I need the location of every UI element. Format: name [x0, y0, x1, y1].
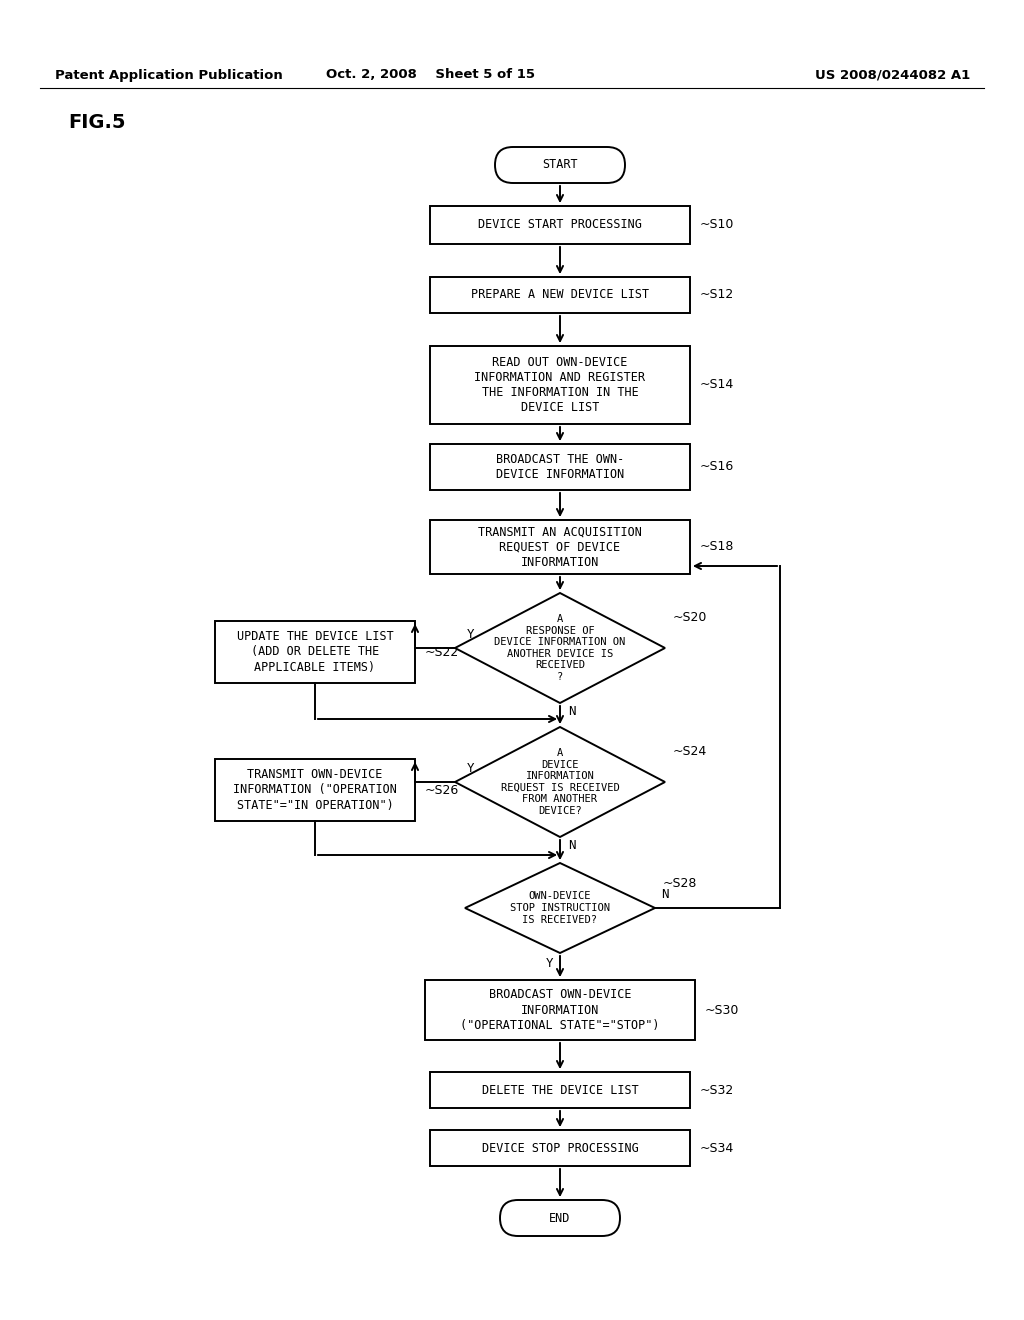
Text: Y: Y [546, 957, 554, 970]
Text: Patent Application Publication: Patent Application Publication [55, 69, 283, 82]
Text: ~S24: ~S24 [673, 746, 708, 758]
Text: ~S18: ~S18 [700, 540, 734, 553]
Text: PREPARE A NEW DEVICE LIST: PREPARE A NEW DEVICE LIST [471, 289, 649, 301]
Polygon shape [455, 593, 665, 704]
Text: Y: Y [467, 628, 474, 642]
Text: ~S20: ~S20 [673, 611, 708, 624]
Text: ~S28: ~S28 [663, 876, 697, 890]
FancyBboxPatch shape [500, 1200, 620, 1236]
Bar [215, 759, 415, 821]
Text: DEVICE START PROCESSING: DEVICE START PROCESSING [478, 219, 642, 231]
Text: Oct. 2, 2008    Sheet 5 of 15: Oct. 2, 2008 Sheet 5 of 15 [326, 69, 535, 82]
Bar [430, 520, 690, 574]
Text: N: N [568, 840, 575, 851]
Text: Y: Y [467, 762, 474, 775]
Text: TRANSMIT AN ACQUISITION
REQUEST OF DEVICE
INFORMATION: TRANSMIT AN ACQUISITION REQUEST OF DEVIC… [478, 525, 642, 569]
Text: ~S12: ~S12 [700, 289, 734, 301]
Text: ~S26: ~S26 [425, 784, 459, 796]
Polygon shape [455, 727, 665, 837]
Text: START: START [542, 158, 578, 172]
Text: ~S32: ~S32 [700, 1084, 734, 1097]
Polygon shape [465, 863, 655, 953]
Bar [430, 346, 690, 424]
Bar [425, 979, 695, 1040]
Text: A
DEVICE
INFORMATION
REQUEST IS RECEIVED
FROM ANOTHER
DEVICE?: A DEVICE INFORMATION REQUEST IS RECEIVED… [501, 748, 620, 816]
Text: READ OUT OWN-DEVICE
INFORMATION AND REGISTER
THE INFORMATION IN THE
DEVICE LIST: READ OUT OWN-DEVICE INFORMATION AND REGI… [474, 356, 645, 414]
Bar [430, 444, 690, 490]
Text: DELETE THE DEVICE LIST: DELETE THE DEVICE LIST [481, 1084, 638, 1097]
Text: A
RESPONSE OF
DEVICE INFORMATION ON
ANOTHER DEVICE IS
RECEIVED
?: A RESPONSE OF DEVICE INFORMATION ON ANOT… [495, 614, 626, 682]
Text: N: N [568, 705, 575, 718]
Text: BROADCAST THE OWN-
DEVICE INFORMATION: BROADCAST THE OWN- DEVICE INFORMATION [496, 453, 624, 480]
Text: ~S30: ~S30 [705, 1003, 739, 1016]
Text: OWN-DEVICE
STOP INSTRUCTION
IS RECEIVED?: OWN-DEVICE STOP INSTRUCTION IS RECEIVED? [510, 891, 610, 924]
Text: TRANSMIT OWN-DEVICE
INFORMATION ("OPERATION
STATE"="IN OPERATION"): TRANSMIT OWN-DEVICE INFORMATION ("OPERAT… [233, 768, 397, 812]
Bar [430, 277, 690, 313]
Text: ~S16: ~S16 [700, 461, 734, 474]
Text: US 2008/0244082 A1: US 2008/0244082 A1 [815, 69, 970, 82]
Text: ~S22: ~S22 [425, 645, 459, 659]
Bar [430, 1130, 690, 1166]
Text: ~S10: ~S10 [700, 219, 734, 231]
Text: DEVICE STOP PROCESSING: DEVICE STOP PROCESSING [481, 1142, 638, 1155]
Text: UPDATE THE DEVICE LIST
(ADD OR DELETE THE
APPLICABLE ITEMS): UPDATE THE DEVICE LIST (ADD OR DELETE TH… [237, 631, 393, 673]
FancyBboxPatch shape [495, 147, 625, 183]
Bar [430, 1072, 690, 1107]
Text: FIG.5: FIG.5 [68, 112, 126, 132]
Text: END: END [549, 1212, 570, 1225]
Text: N: N [662, 888, 669, 902]
Bar [430, 206, 690, 244]
Text: BROADCAST OWN-DEVICE
INFORMATION
("OPERATIONAL STATE"="STOP"): BROADCAST OWN-DEVICE INFORMATION ("OPERA… [460, 989, 659, 1031]
Text: ~S34: ~S34 [700, 1142, 734, 1155]
Bar [215, 620, 415, 682]
Text: ~S14: ~S14 [700, 379, 734, 392]
